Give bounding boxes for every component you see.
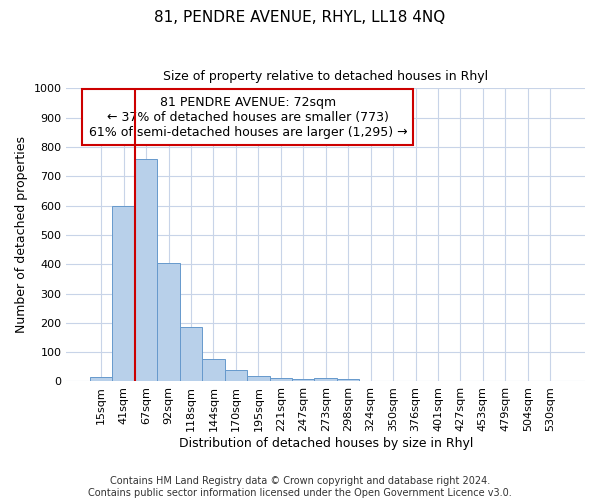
Bar [202,360,224,382]
X-axis label: Distribution of detached houses by size in Rhyl: Distribution of detached houses by size … [179,437,473,450]
Bar [180,327,202,382]
Bar [314,378,337,382]
Bar [112,206,135,382]
Bar [157,262,180,382]
Bar [90,377,112,382]
Bar [292,378,314,382]
Bar [269,378,292,382]
Text: Contains HM Land Registry data © Crown copyright and database right 2024.
Contai: Contains HM Land Registry data © Crown c… [88,476,512,498]
Y-axis label: Number of detached properties: Number of detached properties [15,136,28,334]
Bar [337,380,359,382]
Text: 81 PENDRE AVENUE: 72sqm
← 37% of detached houses are smaller (773)
61% of semi-d: 81 PENDRE AVENUE: 72sqm ← 37% of detache… [89,96,407,138]
Bar [247,376,269,382]
Text: 81, PENDRE AVENUE, RHYL, LL18 4NQ: 81, PENDRE AVENUE, RHYL, LL18 4NQ [154,10,446,25]
Bar [224,370,247,382]
Bar [135,158,157,382]
Title: Size of property relative to detached houses in Rhyl: Size of property relative to detached ho… [163,70,488,83]
